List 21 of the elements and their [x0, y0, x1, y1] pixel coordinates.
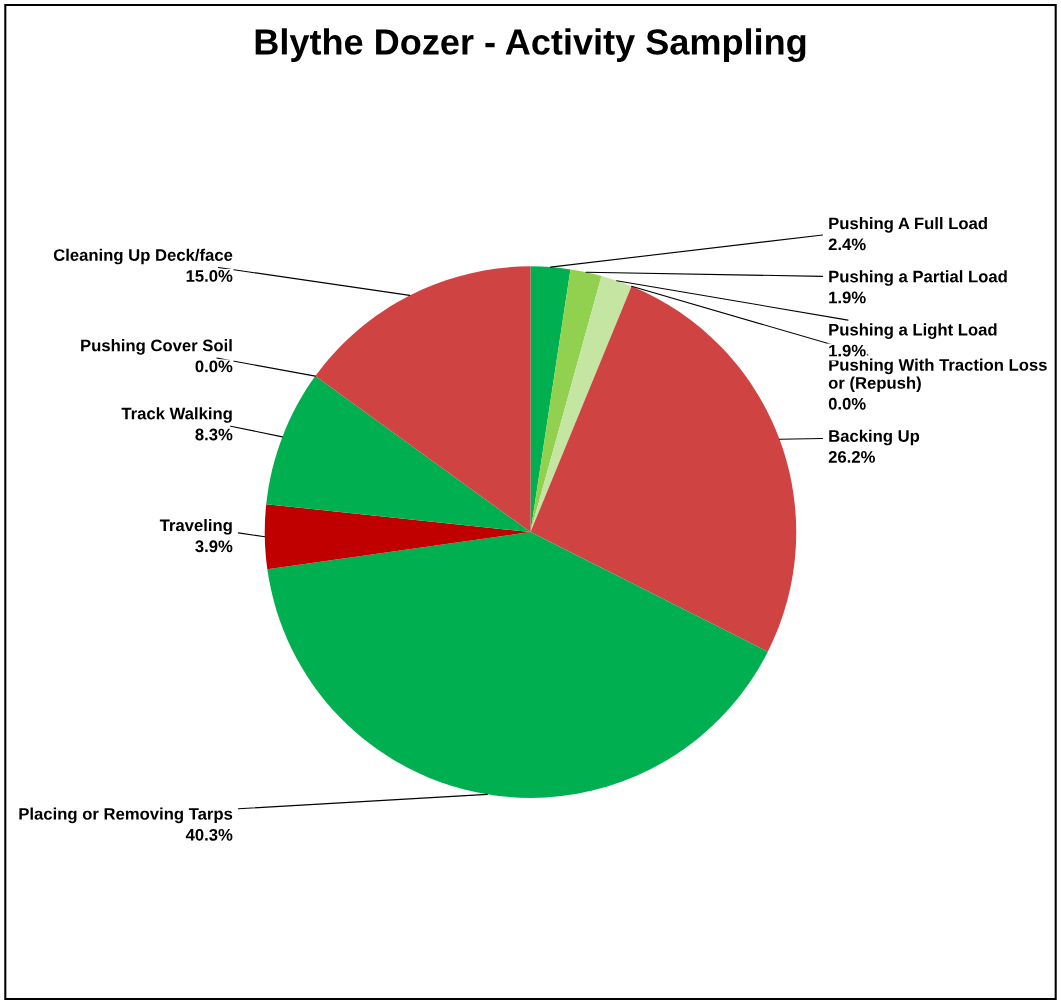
- data-label: 3.9%: [195, 540, 233, 553]
- slice-label: Backing Up: [829, 429, 920, 446]
- slice-label: Pushing a Light Load: [829, 323, 997, 339]
- data-label: 2.4%: [828, 238, 866, 251]
- legend-label: Pushing With Traction Loss or (Repush): [828, 358, 1047, 393]
- text: 0.0%: [195, 360, 233, 373]
- slice-label: Pushing A Full Load: [829, 217, 987, 233]
- data-label: 15.0%: [186, 270, 233, 282]
- chart-title: Blythe Dozer - Activity Sampling: [255, 28, 806, 63]
- data-label: 8.3%: [195, 428, 233, 441]
- data-label: 1.9%: [829, 344, 866, 357]
- slice-label: Placing or Removing Tarps: [19, 807, 233, 824]
- data-label: 26.2%: [828, 451, 875, 463]
- slice-label: Cleaning Up Deck/face: [53, 248, 233, 265]
- slice-label: Pushing a Partial Load: [829, 270, 1007, 286]
- category-label: Pushing Cover Soil: [81, 339, 232, 355]
- slice-label: Traveling: [159, 519, 232, 535]
- data-label: 40.3%: [185, 828, 233, 841]
- text: 0.0%: [828, 397, 866, 410]
- slice-label: Track Walking: [121, 407, 232, 423]
- data-label: 1.9%: [829, 291, 866, 304]
